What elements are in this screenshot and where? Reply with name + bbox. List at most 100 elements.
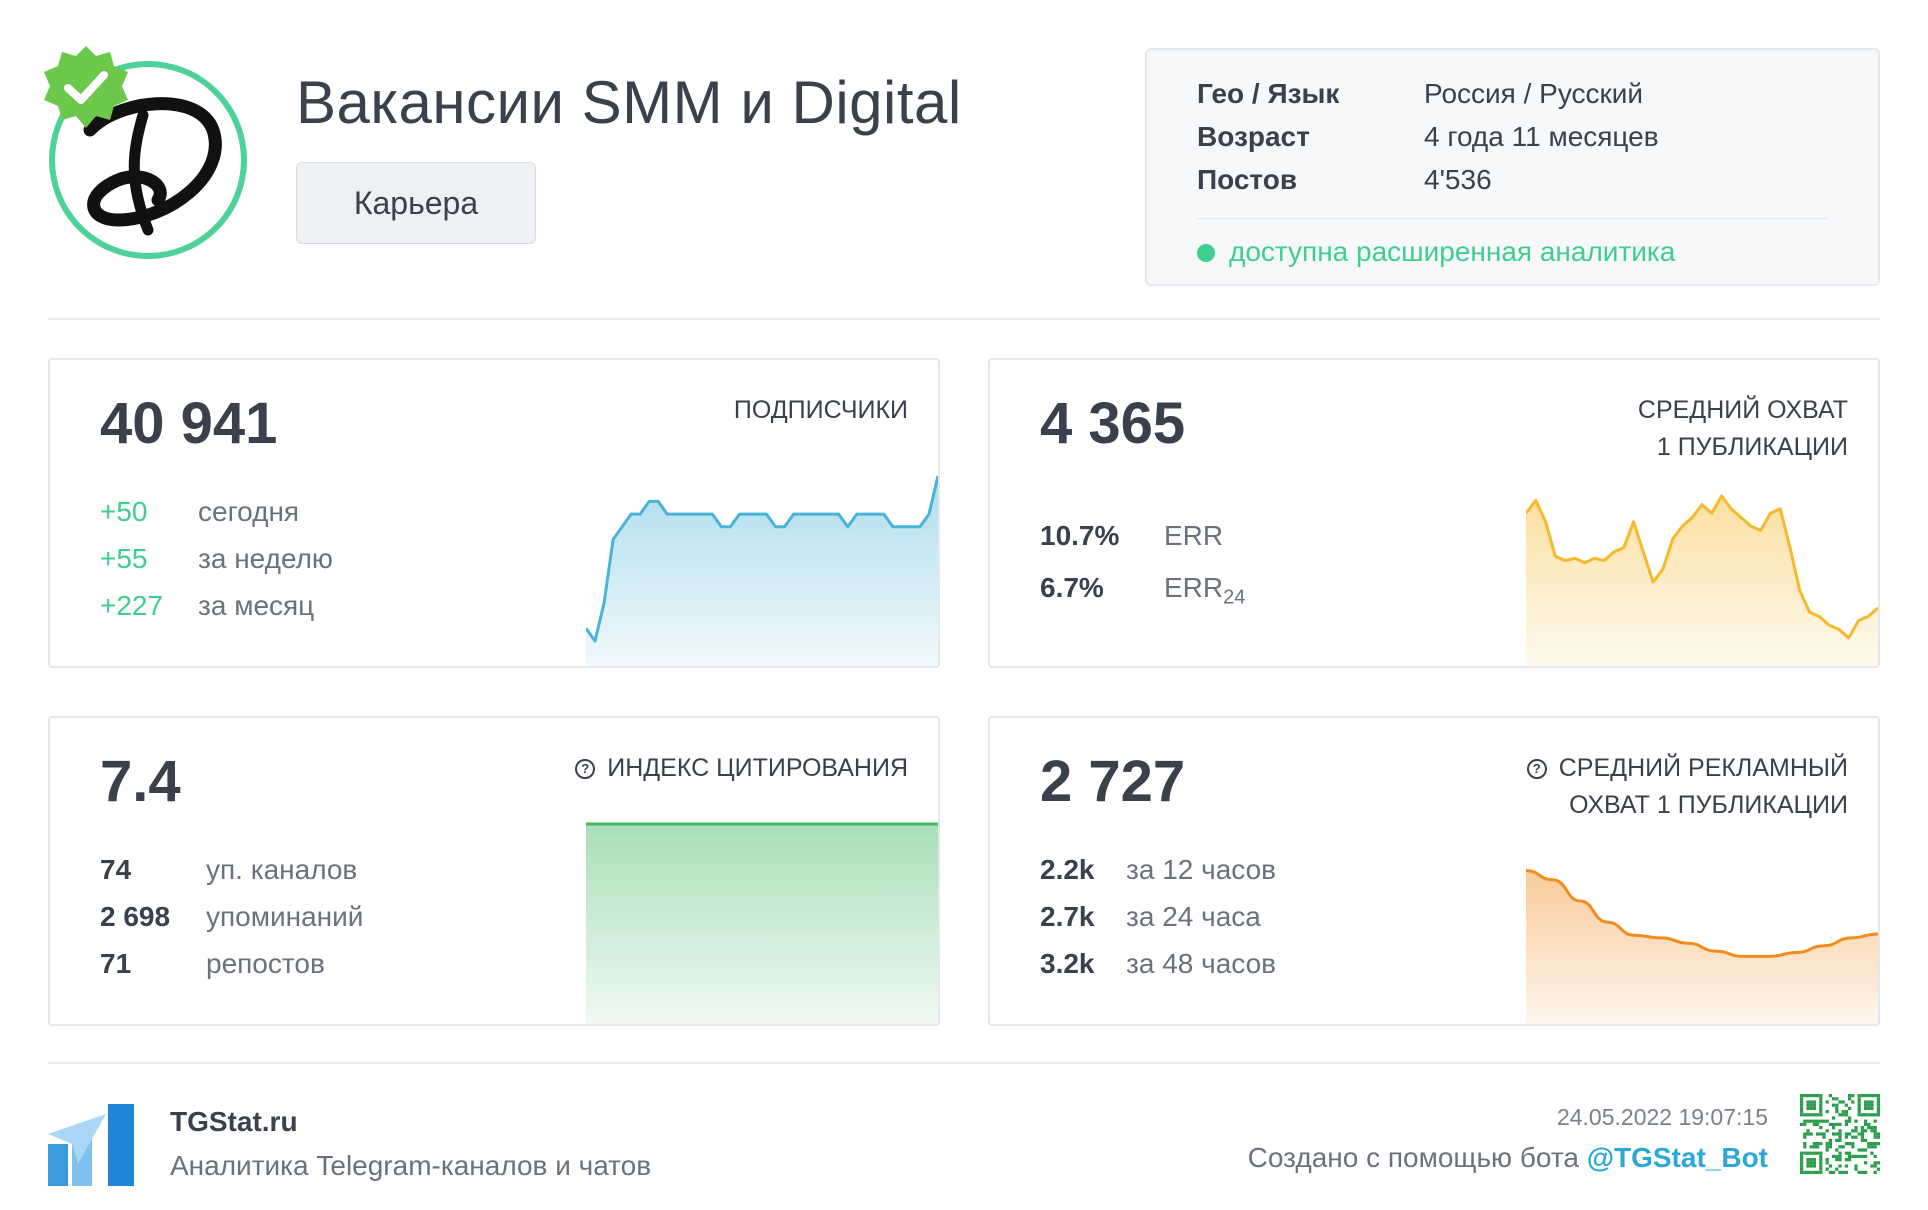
qr-module xyxy=(1854,1167,1858,1171)
qr-module xyxy=(1835,1103,1839,1107)
stat-value: 71 xyxy=(100,948,132,979)
qr-code-icon[interactable] xyxy=(1800,1094,1880,1174)
qr-module xyxy=(1838,1135,1842,1139)
qr-module xyxy=(1870,1126,1874,1130)
qr-module xyxy=(1870,1129,1874,1133)
stat-value: 74 xyxy=(100,854,132,885)
qr-module xyxy=(1838,1138,1842,1142)
qr-module xyxy=(1860,1113,1864,1117)
qr-module xyxy=(1800,1170,1804,1174)
qr-module xyxy=(1851,1129,1855,1133)
status-dot-icon xyxy=(1197,244,1215,262)
qr-module xyxy=(1835,1132,1839,1136)
qr-module xyxy=(1812,1151,1816,1155)
qr-module xyxy=(1867,1094,1871,1098)
qr-module xyxy=(1825,1142,1829,1146)
qr-module xyxy=(1819,1094,1823,1098)
err24-value: 6.7% xyxy=(1040,572,1104,603)
qr-module xyxy=(1876,1135,1880,1139)
err24-label: ERR24 xyxy=(1164,572,1245,610)
qr-module xyxy=(1809,1164,1813,1168)
qr-module xyxy=(1819,1113,1823,1117)
stat-value: +50 xyxy=(100,496,148,527)
citation-sparkline xyxy=(586,822,938,1024)
qr-module xyxy=(1812,1103,1816,1107)
qr-module xyxy=(1800,1164,1804,1168)
qr-module xyxy=(1816,1094,1820,1098)
qr-module xyxy=(1864,1113,1868,1117)
qr-module xyxy=(1800,1097,1804,1101)
ad-reach-count: 2 727 xyxy=(1040,749,1186,814)
qr-module xyxy=(1873,1119,1877,1123)
qr-module xyxy=(1844,1103,1848,1107)
qr-module xyxy=(1857,1103,1861,1107)
qr-module xyxy=(1873,1154,1877,1158)
footer-site-name[interactable]: TGStat.ru xyxy=(170,1106,298,1137)
help-icon[interactable]: ? xyxy=(575,759,596,779)
qr-module xyxy=(1860,1135,1864,1139)
qr-module xyxy=(1860,1129,1864,1133)
qr-module xyxy=(1873,1142,1877,1146)
qr-module xyxy=(1812,1164,1816,1168)
ad-reach-card: 2 727 ? СРЕДНИЙ РЕКЛАМНЫЙ ОХВАТ 1 ПУБЛИКА… xyxy=(988,716,1880,1026)
qr-module xyxy=(1816,1113,1820,1117)
qr-module xyxy=(1806,1158,1810,1162)
qr-module xyxy=(1844,1119,1848,1123)
qr-module xyxy=(1870,1113,1874,1117)
qr-module xyxy=(1825,1129,1829,1133)
qr-module xyxy=(1832,1116,1836,1120)
qr-module xyxy=(1844,1135,1848,1139)
qr-module xyxy=(1800,1154,1804,1158)
qr-module xyxy=(1835,1110,1839,1114)
qr-module xyxy=(1857,1100,1861,1104)
sparkline-area xyxy=(586,476,938,666)
qr-module xyxy=(1828,1170,1832,1174)
reach-count: 4 365 xyxy=(1040,391,1186,456)
qr-module xyxy=(1816,1122,1820,1126)
qr-module xyxy=(1848,1132,1852,1136)
qr-module xyxy=(1835,1122,1839,1126)
qr-module xyxy=(1873,1145,1877,1149)
qr-module xyxy=(1832,1122,1836,1126)
bot-link[interactable]: @TGStat_Bot xyxy=(1586,1142,1768,1173)
citation-label: ? ИНДЕКС ЦИТИРОВАНИЯ xyxy=(575,750,908,787)
reach-label-line1: СРЕДНИЙ ОХВАТ xyxy=(1637,396,1848,424)
stat-label: за 48 часов xyxy=(1126,948,1277,979)
qr-module xyxy=(1838,1129,1842,1133)
qr-module xyxy=(1800,1110,1804,1114)
qr-module xyxy=(1819,1119,1823,1123)
qr-module xyxy=(1854,1129,1858,1133)
qr-module xyxy=(1844,1158,1848,1162)
qr-module xyxy=(1809,1158,1813,1162)
stat-label: за неделю xyxy=(198,543,333,574)
tgstat-logo-icon[interactable] xyxy=(48,1104,134,1186)
qr-module xyxy=(1841,1170,1845,1174)
ad-reach-label: ? СРЕДНИЙ РЕКЛАМНЫЙ ОХВАТ 1 ПУБЛИКАЦИИ xyxy=(1526,750,1848,824)
qr-module xyxy=(1857,1170,1861,1174)
qr-module xyxy=(1873,1135,1877,1139)
category-button[interactable]: Карьера xyxy=(296,162,536,244)
qr-module xyxy=(1860,1094,1864,1098)
qr-module xyxy=(1806,1113,1810,1117)
stat-label: за месяц xyxy=(198,590,315,621)
citation-index: 7.4 xyxy=(100,749,181,814)
geo-label: Гео / Язык xyxy=(1197,78,1340,109)
qr-module xyxy=(1835,1167,1839,1171)
qr-module xyxy=(1876,1110,1880,1114)
qr-module xyxy=(1800,1151,1804,1155)
qr-module xyxy=(1864,1094,1868,1098)
help-icon[interactable]: ? xyxy=(1526,759,1547,779)
sparkline-area xyxy=(1526,496,1878,666)
qr-module xyxy=(1828,1164,1832,1168)
stat-label: упоминаний xyxy=(206,901,364,932)
qr-module xyxy=(1806,1106,1810,1110)
qr-module xyxy=(1848,1142,1852,1146)
qr-module xyxy=(1864,1138,1868,1142)
qr-module xyxy=(1800,1113,1804,1117)
qr-module xyxy=(1809,1113,1813,1117)
qr-module xyxy=(1812,1145,1816,1149)
qr-module xyxy=(1812,1158,1816,1162)
qr-module xyxy=(1867,1122,1871,1126)
qr-module xyxy=(1816,1132,1820,1136)
qr-module xyxy=(1828,1122,1832,1126)
